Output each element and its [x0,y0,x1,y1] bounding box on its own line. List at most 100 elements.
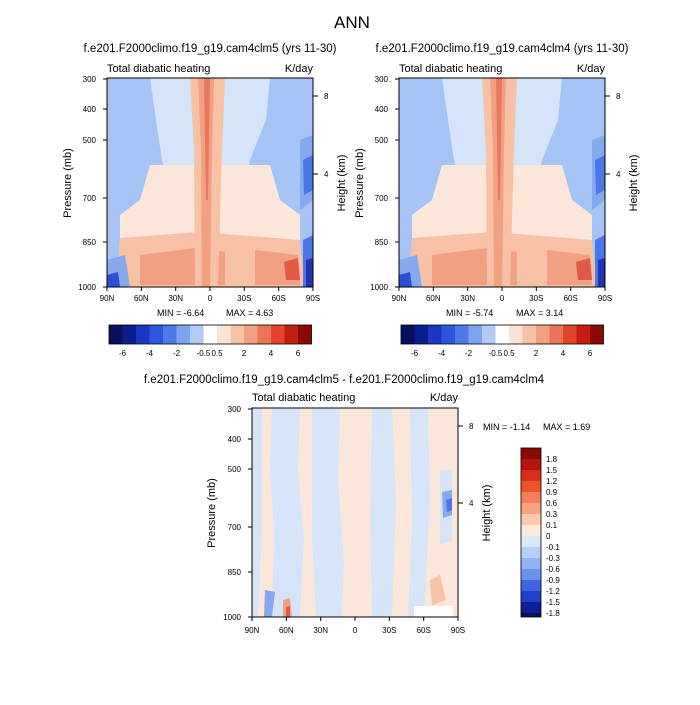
y2-tick-label: 4 [324,170,329,179]
x-tick-label: 60N [134,294,149,303]
min-label: MIN = -5.74 [446,308,493,318]
x-tick-label: 30N [460,294,475,303]
colorbar-label: -4 [438,349,446,358]
colorbar-label: 2 [534,349,539,358]
max-label: MAX = 3.14 [516,308,563,318]
colorbar-label: 0.6 [546,499,558,508]
y-tick-label: 500 [83,136,97,145]
colorbar-label: -0.3 [546,554,560,563]
y-tick-label: 400 [228,435,242,444]
colorbar-label: -1.2 [546,587,560,596]
right-label: K/day [285,63,314,75]
x-ticks: 90N 60N 30N 0 30S 60S 90S [100,287,320,303]
colorbar-label: 0.5 [211,349,223,358]
panel-clm5: f.e201.F2000climo.f19_g19.cam4clm5 (yrs … [62,43,348,358]
colorbar: -6 -4 -2 -0.5 0.5 2 4 6 [108,324,312,358]
colorbar-label: -1.8 [546,609,560,618]
x-tick-label: 90S [451,626,465,635]
y-tick-label: 400 [375,105,389,114]
panel-title: f.e201.F2000climo.f19_g19.cam4clm5 - f.e… [144,374,545,386]
x-tick-label: 0 [208,294,213,303]
x-ticks: 90N 60N 30N 0 30S 60S 90S [245,617,465,635]
y-tick-label: 300 [375,75,389,84]
left-label: Total diabatic heating [252,392,355,404]
colorbar-label: 0.1 [546,521,558,530]
x-tick-label: 30N [313,626,328,635]
y-tick-label: 1000 [78,283,96,292]
colorbar-label: 6 [588,349,593,358]
max-label: MAX = 4.63 [226,308,273,318]
colorbar-label: 6 [296,349,301,358]
x-tick-label: 30S [529,294,543,303]
colorbar-label: -6 [119,349,127,358]
y2-tick-label: 8 [324,92,329,101]
y-tick-label: 850 [83,238,97,247]
y-tick-label: 400 [83,105,97,114]
min-label: MIN = -1.14 [483,422,530,432]
y-axis-label: Pressure (mb) [354,148,366,218]
y-tick-label: 850 [375,238,389,247]
x-tick-label: 0 [500,294,505,303]
y2-tick-label: 4 [616,170,621,179]
x-tick-label: 90N [392,294,407,303]
y-tick-label: 1000 [223,613,241,622]
y-tick-label: 300 [83,75,97,84]
colorbar-label: -1.5 [546,598,560,607]
panel-title: f.e201.F2000climo.f19_g19.cam4clm4 (yrs … [376,43,629,55]
y-axis-label: Pressure (mb) [206,478,218,548]
colorbar-label: -4 [146,349,154,358]
colorbar-label: 2 [242,349,247,358]
panel-difference: f.e201.F2000climo.f19_g19.cam4clm5 - f.e… [144,374,590,635]
y2-ticks: 8 4 [458,422,474,508]
colorbar-label: -2 [465,349,473,358]
left-label: Total diabatic heating [399,63,502,75]
x-tick-label: 90S [598,294,612,303]
colorbar-label: -0.1 [546,543,560,552]
y2-tick-label: 8 [616,92,621,101]
x-tick-label: 0 [353,626,358,635]
y-ticks: 300 400 500 700 850 1000 [223,405,252,622]
y-tick-label: 700 [228,523,242,532]
colorbar-label: 1.2 [546,477,558,486]
x-tick-label: 30S [382,626,396,635]
colorbar-label: -0.9 [546,576,560,585]
y-tick-label: 850 [228,568,242,577]
colorbar-vertical: 1.8 1.5 1.2 0.9 0.6 0.3 0.1 0 -0.1 -0.3 … [520,447,560,618]
panel-clm4: f.e201.F2000climo.f19_g19.cam4clm4 (yrs … [354,43,640,358]
left-label: Total diabatic heating [107,63,210,75]
colorbar-label: 1.5 [546,466,558,475]
right-label: K/day [577,63,606,75]
colorbar-label: -0.6 [546,565,560,574]
x-tick-label: 90N [100,294,115,303]
colorbar-label: 0 [546,532,551,541]
x-tick-label: 60N [279,626,294,635]
y-tick-label: 700 [83,194,97,203]
y2-axis-label: Height (km) [481,485,493,542]
y-tick-label: 300 [228,405,242,414]
x-tick-label: 60N [426,294,441,303]
page-title: ANN [334,13,370,32]
colorbar-label: 0.9 [546,488,558,497]
colorbar-label: 0.3 [546,510,558,519]
y-tick-label: 500 [228,465,242,474]
x-tick-label: 90N [245,626,260,635]
colorbar-label: -6 [411,349,419,358]
colorbar-label: 0.5 [503,349,515,358]
heatmap-field [252,408,458,617]
panel-title: f.e201.F2000climo.f19_g19.cam4clm5 (yrs … [84,43,337,55]
y-tick-label: 700 [375,194,389,203]
y2-tick-label: 4 [469,499,474,508]
x-tick-label: 30S [237,294,251,303]
colorbar-label: -2 [173,349,181,358]
y2-ticks: 8 4 [605,92,621,179]
y-tick-label: 1000 [370,283,388,292]
colorbar-label: -0.5 [197,349,211,358]
heatmap-field [107,78,313,287]
x-tick-label: 90S [306,294,320,303]
y-tick-label: 500 [375,136,389,145]
y-ticks: 300 400 500 700 850 1000 [370,75,399,292]
x-tick-label: 60S [417,626,431,635]
x-tick-label: 60S [272,294,286,303]
y2-axis-label: Height (km) [336,155,348,212]
